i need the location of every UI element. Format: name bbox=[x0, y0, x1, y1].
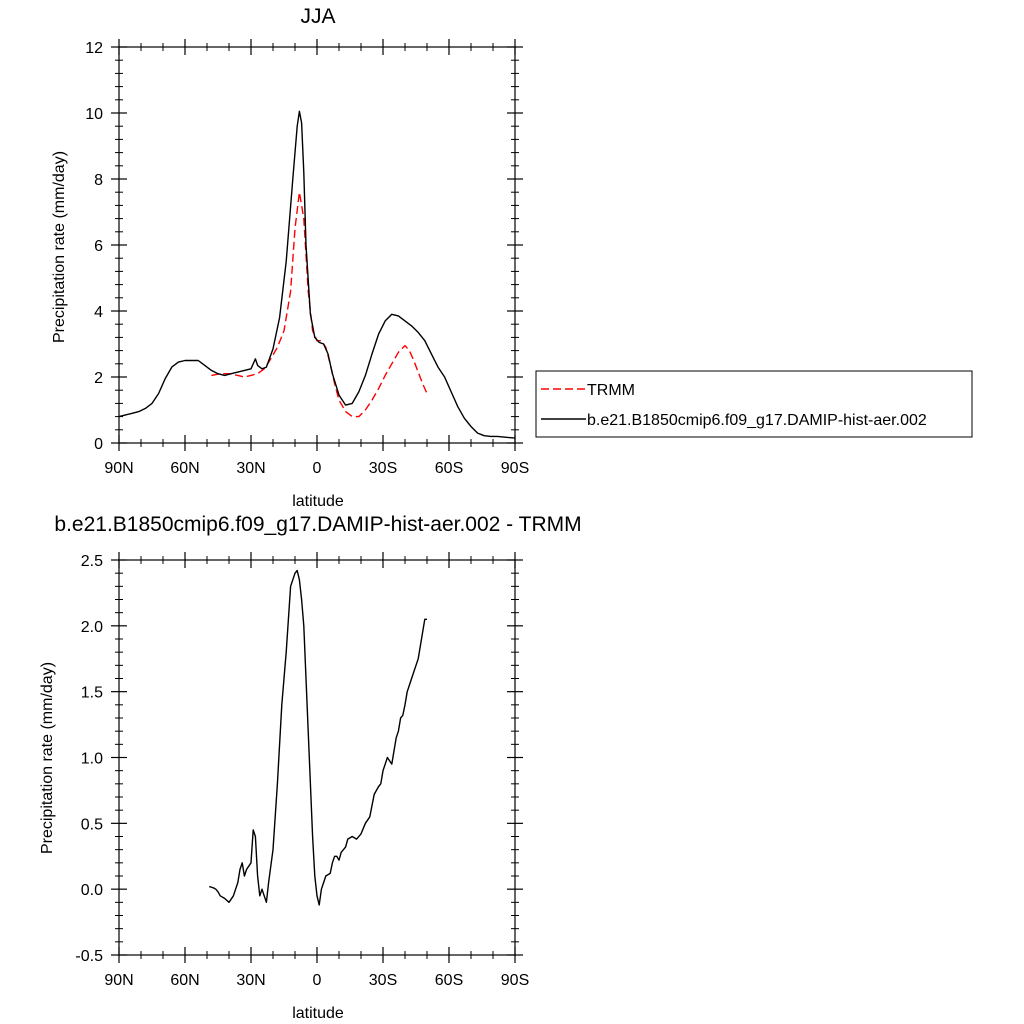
x-axis-label: latitude bbox=[292, 493, 344, 510]
x-tick-label: 0 bbox=[313, 460, 322, 477]
legend-label-trmm: TRMM bbox=[587, 382, 635, 399]
axis-ticks bbox=[111, 552, 523, 963]
chart-title-difference: b.e21.B1850cmip6.f09_g17.DAMIP-hist-aer.… bbox=[54, 513, 581, 536]
chart-title: JJA bbox=[300, 5, 335, 28]
legend-label-model: b.e21.B1850cmip6.f09_g17.DAMIP-hist-aer.… bbox=[587, 412, 927, 429]
y-tick-label: 10 bbox=[85, 106, 103, 123]
y-tick-label: 2.5 bbox=[81, 553, 103, 570]
tick-labels-y: -0.5 0.0 0.5 1.0 1.5 2.0 2.5 bbox=[75, 553, 103, 965]
y-tick-label: 6 bbox=[94, 238, 103, 255]
plot-frame bbox=[118, 46, 516, 444]
x-tick-label: 30N bbox=[236, 972, 265, 989]
x-tick-label: 0 bbox=[313, 972, 322, 989]
y-tick-label: 4 bbox=[94, 304, 103, 321]
x-tick-label: 60S bbox=[435, 972, 463, 989]
x-tick-label: 90N bbox=[104, 460, 133, 477]
x-tick-label: 90S bbox=[501, 460, 529, 477]
precipitation-panel: JJA 0 2 4 6 8 10 12 90N 60N 30N 0 30S 60S 90S latitu… bbox=[51, 5, 529, 510]
legend-box bbox=[535, 370, 973, 438]
tick-labels-x: 90N 60N 30N 0 30S 60S 90S bbox=[104, 972, 529, 989]
series-line-trmm bbox=[211, 191, 428, 418]
x-tick-label: 30S bbox=[369, 460, 397, 477]
plot-frame bbox=[118, 559, 516, 956]
y-tick-label: 12 bbox=[85, 40, 103, 57]
y-tick-label: 2.0 bbox=[81, 619, 103, 636]
difference-panel: b.e21.B1850cmip6.f09_g17.DAMIP-hist-aer.… bbox=[39, 513, 582, 1022]
x-tick-label: 60S bbox=[435, 460, 463, 477]
y-tick-label: 0.5 bbox=[81, 816, 103, 833]
series-line-difference bbox=[208, 569, 427, 906]
series-line-model bbox=[118, 110, 516, 439]
series-lines bbox=[208, 569, 427, 906]
x-tick-label: 60N bbox=[170, 972, 199, 989]
series-lines bbox=[118, 110, 516, 439]
axis-ticks bbox=[111, 39, 523, 451]
y-tick-label: 1.0 bbox=[81, 751, 103, 768]
y-tick-label: 0 bbox=[94, 436, 103, 453]
legend: TRMM b.e21.B1850cmip6.f09_g17.DAMIP-hist… bbox=[535, 370, 973, 438]
y-axis-label: Precipitation rate (mm/day) bbox=[51, 151, 68, 343]
x-tick-label: 90N bbox=[104, 972, 133, 989]
y-tick-label: 0.0 bbox=[81, 882, 103, 899]
x-tick-label: 60N bbox=[170, 460, 199, 477]
x-tick-label: 30S bbox=[369, 972, 397, 989]
tick-labels-y: 0 2 4 6 8 10 12 bbox=[85, 40, 103, 453]
x-tick-label: 90S bbox=[501, 972, 529, 989]
tick-labels-x: 90N 60N 30N 0 30S 60S 90S bbox=[104, 460, 529, 477]
y-tick-label: -0.5 bbox=[75, 948, 103, 965]
x-tick-label: 30N bbox=[236, 460, 265, 477]
x-axis-label: latitude bbox=[292, 1005, 344, 1022]
y-tick-label: 2 bbox=[94, 370, 103, 387]
y-tick-label: 1.5 bbox=[81, 685, 103, 702]
y-tick-label: 8 bbox=[94, 172, 103, 189]
y-axis-label: Precipitation rate (mm/day) bbox=[39, 662, 56, 854]
